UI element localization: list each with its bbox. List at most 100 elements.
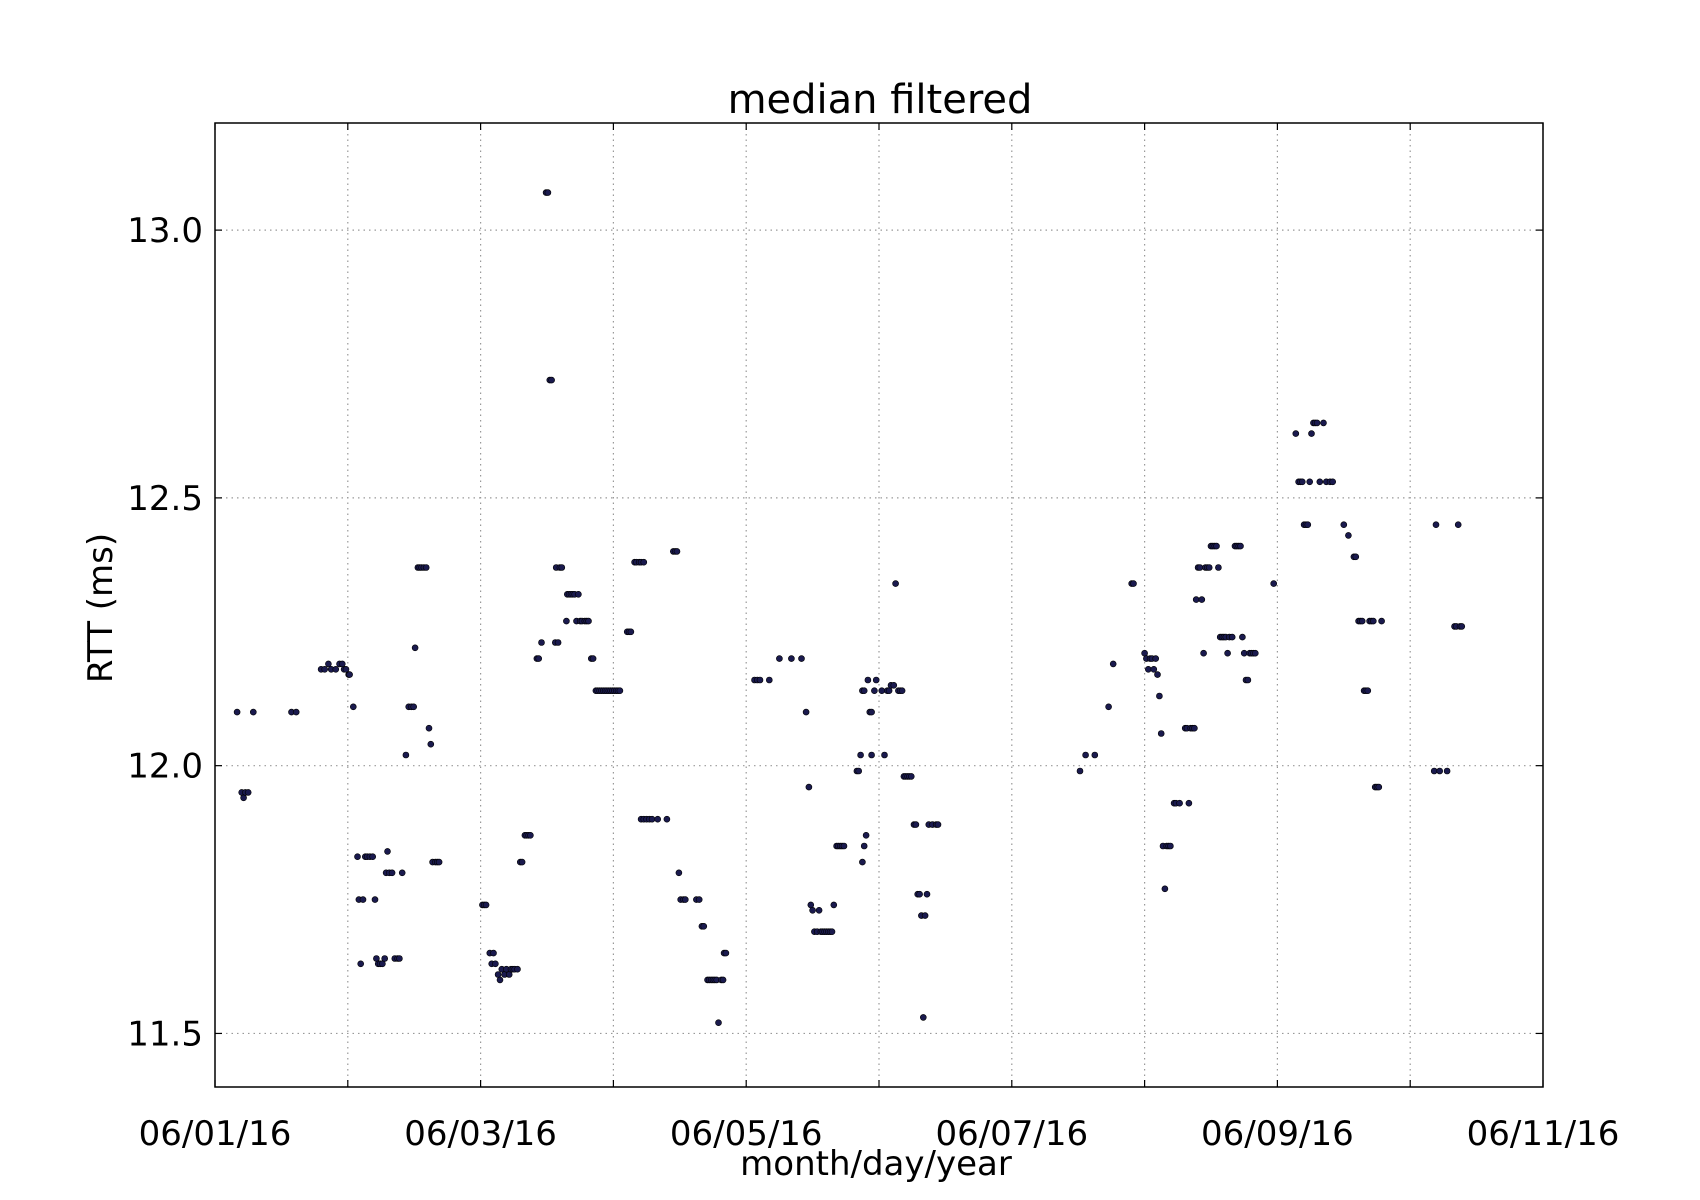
y-tick-label: 12.5 xyxy=(127,479,203,519)
data-point xyxy=(1185,799,1193,807)
data-point xyxy=(398,869,406,877)
data-point xyxy=(1145,665,1152,673)
data-point xyxy=(1370,617,1377,625)
data-point xyxy=(492,960,499,968)
chart-title: median filtered xyxy=(728,77,1033,123)
data-point xyxy=(840,842,848,850)
data-point xyxy=(1109,660,1117,668)
data-point xyxy=(1375,783,1383,791)
x-tick-label: 06/11/16 xyxy=(1467,1114,1620,1154)
data-point xyxy=(369,853,377,861)
data-point xyxy=(354,853,361,861)
data-point xyxy=(1130,580,1137,587)
data-point xyxy=(250,708,257,716)
data-point xyxy=(1252,649,1259,657)
data-point xyxy=(1299,478,1306,486)
data-point xyxy=(558,564,566,571)
data-point xyxy=(349,703,357,711)
data-point xyxy=(878,687,886,695)
data-point xyxy=(916,890,923,898)
data-point xyxy=(1237,542,1244,550)
data-point xyxy=(828,928,836,936)
data-point xyxy=(898,687,906,695)
data-point xyxy=(1292,430,1300,437)
data-point xyxy=(862,831,870,839)
data-point xyxy=(798,655,805,662)
data-point xyxy=(719,976,727,984)
data-point xyxy=(722,949,730,957)
x-tick-label: 06/03/16 xyxy=(404,1114,557,1154)
data-point xyxy=(233,708,241,716)
data-point xyxy=(554,639,562,646)
data-point xyxy=(1239,633,1246,641)
data-point xyxy=(396,955,403,962)
data-point xyxy=(332,665,340,673)
data-point xyxy=(381,955,389,962)
data-point xyxy=(1432,521,1440,529)
data-point xyxy=(756,676,764,684)
data-point xyxy=(1436,767,1443,775)
data-point xyxy=(871,687,878,695)
data-point xyxy=(807,901,815,909)
data-point xyxy=(673,548,681,555)
data-point xyxy=(535,655,543,662)
data-point xyxy=(359,896,367,903)
data-point xyxy=(1157,730,1165,737)
data-point xyxy=(1154,671,1161,678)
data-point xyxy=(575,590,582,598)
data-point xyxy=(663,815,671,823)
data-point xyxy=(919,1014,927,1021)
data-point xyxy=(1340,521,1348,529)
data-point xyxy=(1152,655,1159,662)
data-point xyxy=(1345,532,1352,539)
data-point xyxy=(1240,649,1248,657)
data-point xyxy=(1192,596,1200,603)
data-point xyxy=(1304,521,1312,529)
data-point xyxy=(538,639,545,646)
data-point xyxy=(1306,478,1313,486)
data-point xyxy=(881,751,888,759)
data-point xyxy=(342,665,350,673)
data-point xyxy=(482,901,490,909)
data-point xyxy=(1352,553,1360,561)
data-point xyxy=(527,831,534,839)
data-point xyxy=(890,681,898,689)
data-point xyxy=(1364,687,1372,695)
data-point xyxy=(1167,842,1174,850)
data-point xyxy=(1228,633,1236,641)
data-point xyxy=(435,858,443,866)
data-point xyxy=(1141,649,1148,657)
data-point xyxy=(1329,478,1336,486)
x-tick-label: 06/01/16 xyxy=(139,1114,292,1154)
data-point xyxy=(425,724,433,732)
data-point xyxy=(921,912,929,919)
data-point xyxy=(585,617,592,625)
x-tick-label: 06/09/16 xyxy=(1201,1114,1354,1154)
data-point xyxy=(776,655,783,662)
data-point xyxy=(868,751,875,759)
x-tick-label: 06/07/16 xyxy=(935,1114,1088,1154)
data-point xyxy=(1200,649,1207,657)
data-point xyxy=(292,708,300,716)
data-point xyxy=(860,687,868,695)
data-point xyxy=(563,617,570,625)
data-point xyxy=(640,558,648,566)
data-point xyxy=(496,976,504,984)
axis-ticks: 06/01/16 06/03/16 06/05/16 06/07/16 06/09/16… xyxy=(127,123,1619,1154)
data-point xyxy=(1176,799,1183,807)
data-point xyxy=(868,708,875,716)
data-point xyxy=(815,906,823,914)
y-tick-label: 13.0 xyxy=(127,211,203,251)
data-point xyxy=(855,767,863,775)
data-point xyxy=(830,901,838,909)
data-point xyxy=(695,896,703,903)
data-point xyxy=(1316,478,1324,486)
y-tick-label: 11.5 xyxy=(127,1014,203,1054)
data-point xyxy=(1196,564,1204,571)
data-point xyxy=(1161,885,1169,893)
data-point xyxy=(321,665,329,673)
data-point xyxy=(1270,580,1277,587)
data-point xyxy=(1215,564,1222,571)
data-point xyxy=(357,960,365,968)
